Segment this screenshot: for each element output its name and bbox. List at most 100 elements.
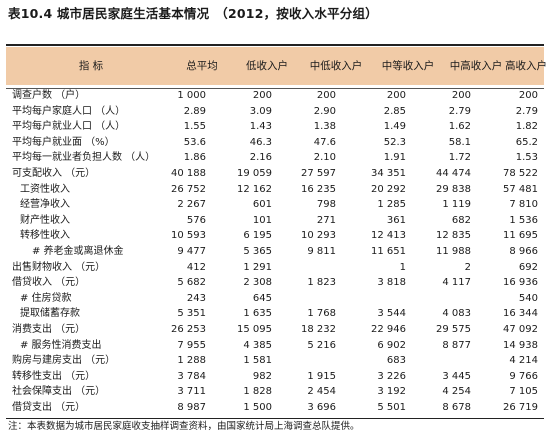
table-row: 经营净收入 2 267 601 798 1 285 1 119 7 810 bbox=[6, 198, 544, 213]
cell-1: 3 711 bbox=[177, 386, 206, 398]
cell-3: 1 823 bbox=[307, 277, 336, 289]
cell-4: 3 544 bbox=[377, 308, 406, 320]
cell-2: 101 bbox=[252, 214, 272, 226]
cell-2: 982 bbox=[252, 370, 272, 382]
cell-3: 1 768 bbox=[307, 308, 336, 320]
cell-5: 12 835 bbox=[436, 230, 471, 242]
cell-2: 46.3 bbox=[249, 136, 272, 148]
cell-2: 645 bbox=[252, 292, 272, 304]
cell-6: 1.82 bbox=[515, 121, 538, 133]
cell-3: 3 696 bbox=[307, 402, 336, 413]
cell-4: 1.91 bbox=[383, 152, 406, 164]
cell-2: 1.43 bbox=[249, 121, 272, 133]
cell-4: 20 292 bbox=[371, 183, 406, 195]
cell-4 bbox=[346, 292, 406, 307]
cell-6: 200 bbox=[518, 90, 538, 101]
row-label: 平均每一就业者负担人数 （人） bbox=[12, 152, 156, 164]
cell-1: 412 bbox=[186, 261, 206, 273]
cell-4: 2.85 bbox=[383, 105, 406, 117]
table-row: 消费支出 （元） 26 253 15 095 18 232 22 946 29 575 47… bbox=[6, 323, 544, 338]
cell-4: 683 bbox=[386, 355, 406, 367]
column-header-4: 中等收入户 bbox=[381, 60, 435, 72]
cell-6: 11 695 bbox=[503, 230, 538, 242]
cell-4: 1 bbox=[399, 261, 406, 273]
row-label: 出售财物收入 （元） bbox=[12, 261, 106, 273]
cell-3: 47.6 bbox=[313, 136, 336, 148]
cell-2: 1 828 bbox=[243, 386, 272, 398]
cell-2: 15 095 bbox=[237, 324, 272, 335]
table-row: 购房与建房支出 （元） 1 288 1 581 683 4 214 bbox=[6, 354, 544, 369]
cell-1: 8 987 bbox=[177, 402, 206, 413]
column-header-6: 高收入户 bbox=[505, 60, 547, 72]
table-row: # 服务性消费支出 7 955 4 385 5 216 6 902 8 877 14 938 bbox=[6, 339, 544, 354]
cell-3: 27 597 bbox=[301, 168, 336, 179]
cell-6: 16 936 bbox=[503, 277, 538, 289]
cell-5 bbox=[411, 292, 471, 307]
table-title: 表10.4 城市居民家庭生活基本情况 （2012，按收入水平分组） bbox=[8, 4, 378, 24]
row-label: 提取储蓄存款 bbox=[20, 308, 80, 320]
cell-4: 3 192 bbox=[377, 386, 406, 398]
cell-5: 44 474 bbox=[436, 168, 471, 179]
cell-2: 601 bbox=[252, 199, 272, 211]
row-label: 平均每户就业人口 （人） bbox=[12, 121, 126, 133]
top-rule bbox=[6, 44, 544, 46]
title-subtitle: （2012，按收入水平分组） bbox=[215, 6, 378, 21]
cell-6: 65.2 bbox=[515, 136, 538, 148]
row-label: 财产性收入 bbox=[20, 214, 70, 226]
cell-3: 2 454 bbox=[307, 386, 336, 398]
cell-1: 2 267 bbox=[177, 199, 206, 211]
row-label: 借贷收入 （元） bbox=[12, 277, 86, 289]
table-row: 提取储蓄存款 5 351 1 635 1 768 3 544 4 083 16 344 bbox=[6, 307, 544, 322]
cell-4: 1.49 bbox=[383, 121, 406, 133]
title-main: 表10.4 城市居民家庭生活基本情况 bbox=[8, 6, 210, 21]
cell-3 bbox=[276, 292, 336, 307]
cell-1: 10 593 bbox=[171, 230, 206, 242]
cell-1: 7 955 bbox=[177, 339, 206, 351]
cell-4: 200 bbox=[386, 90, 406, 101]
cell-5: 29 575 bbox=[436, 324, 471, 335]
cell-3 bbox=[276, 261, 336, 276]
cell-5: 3 445 bbox=[442, 370, 471, 382]
row-label: 消费支出 （元） bbox=[12, 324, 86, 335]
cell-5: 4 083 bbox=[442, 308, 471, 320]
cell-6: 1 536 bbox=[509, 214, 538, 226]
cell-1: 5 682 bbox=[177, 277, 206, 289]
row-label: # 养老金或离退休金 bbox=[32, 246, 124, 257]
cell-3: 16 235 bbox=[301, 183, 336, 195]
cell-2: 1 635 bbox=[243, 308, 272, 320]
table-row: 转移性支出 （元） 3 784 982 1 915 3 226 3 445 9 766 bbox=[6, 370, 544, 385]
cell-4: 22 946 bbox=[371, 324, 406, 335]
cell-2: 2.16 bbox=[249, 152, 272, 164]
cell-6: 1.53 bbox=[515, 152, 538, 164]
table-row: # 住房贷款 243 645 540 bbox=[6, 292, 544, 307]
row-label: 工资性收入 bbox=[20, 183, 70, 195]
cell-5: 200 bbox=[451, 90, 471, 101]
cell-3: 2.90 bbox=[313, 105, 336, 117]
cell-3: 18 232 bbox=[301, 324, 336, 335]
cell-4: 6 902 bbox=[377, 339, 406, 351]
cell-6: 14 938 bbox=[503, 339, 538, 351]
cell-5: 4 117 bbox=[442, 277, 471, 289]
cell-1: 1.55 bbox=[183, 121, 206, 133]
table-header: 指 标 总平均 低收入户 中低收入户 中等收入户 中高收入户 高收入户 bbox=[6, 47, 547, 85]
row-label: 转移性支出 （元） bbox=[12, 370, 96, 382]
cell-1: 53.6 bbox=[183, 136, 206, 148]
column-header-2: 低收入户 bbox=[246, 60, 288, 72]
cell-4: 34 351 bbox=[371, 168, 406, 179]
cell-4: 12 413 bbox=[371, 230, 406, 242]
row-label: 调查户数 （户） bbox=[12, 90, 86, 101]
cell-3: 5 216 bbox=[307, 339, 336, 351]
cell-1: 9 477 bbox=[177, 246, 206, 257]
cell-3: 1 915 bbox=[307, 370, 336, 382]
cell-5: 1 119 bbox=[442, 199, 471, 211]
cell-1: 3 784 bbox=[177, 370, 206, 382]
cell-4: 361 bbox=[386, 214, 406, 226]
column-header-0: 指 标 bbox=[78, 60, 104, 72]
cell-3: 2.10 bbox=[313, 152, 336, 164]
cell-3: 9 811 bbox=[307, 246, 336, 257]
cell-4: 3 226 bbox=[377, 370, 406, 382]
cell-4: 3 818 bbox=[377, 277, 406, 289]
cell-2: 4 385 bbox=[243, 339, 272, 351]
cell-4: 1 285 bbox=[377, 199, 406, 211]
row-label: 转移性收入 bbox=[20, 230, 70, 242]
